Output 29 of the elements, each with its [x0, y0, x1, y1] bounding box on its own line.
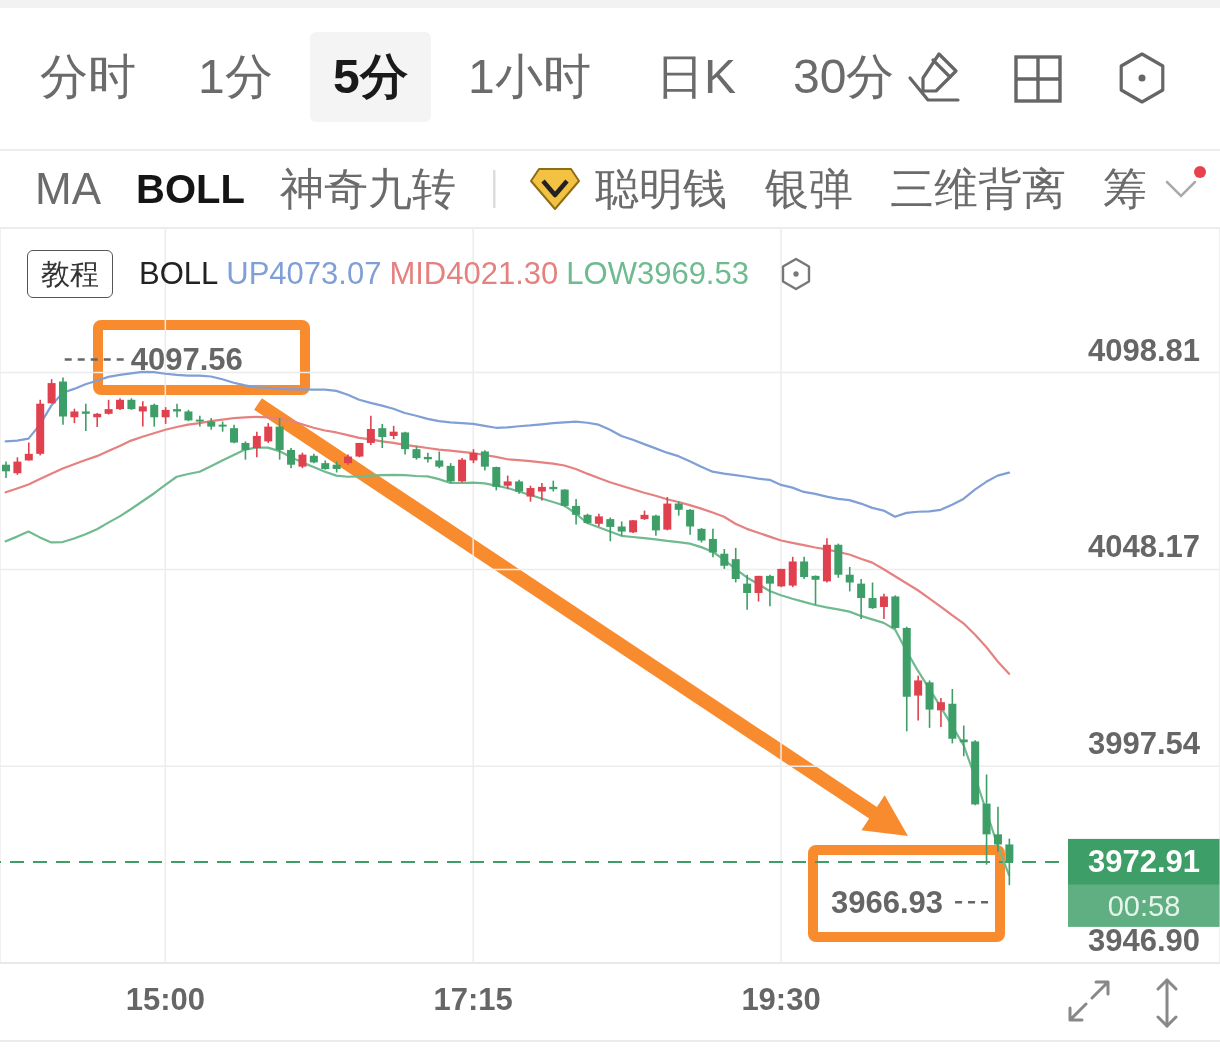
text: UP4073.07	[226, 256, 382, 292]
annotation: 4097.56	[130, 341, 243, 377]
text: 日K	[656, 49, 737, 105]
x-tick-label: 17:15	[433, 981, 513, 1017]
y-tick-label: 3997.54	[1087, 726, 1201, 762]
text: 1小时	[468, 49, 591, 105]
y-tick-label: 4048.17	[1087, 529, 1200, 565]
annotation: 3966.93	[831, 884, 944, 920]
text: 银弹	[765, 163, 853, 215]
text: 1分	[198, 49, 273, 105]
text: BOLL	[136, 166, 245, 213]
text: 00:58	[1107, 889, 1181, 922]
x-tick-label: 15:00	[125, 981, 205, 1017]
x-tick-label: 19:30	[741, 981, 821, 1017]
text: 3972.91	[1087, 844, 1201, 880]
text: 三维背离	[890, 163, 1066, 215]
text: 分时	[40, 49, 136, 105]
y-tick-label: 3946.90	[1087, 923, 1200, 958]
text: 神奇九转	[280, 163, 456, 215]
text: MA	[35, 163, 101, 215]
annotation: 教程	[27, 250, 113, 298]
legend-title: BOLL	[139, 256, 219, 292]
text: 聪明钱	[595, 163, 727, 215]
text: MID4021.30	[389, 256, 559, 292]
text: LOW3969.53	[566, 256, 749, 292]
text: 30分	[793, 49, 895, 105]
y-tick-label: 4098.81	[1087, 332, 1200, 368]
text: 5分	[310, 32, 431, 122]
text: 筹	[1103, 163, 1147, 215]
